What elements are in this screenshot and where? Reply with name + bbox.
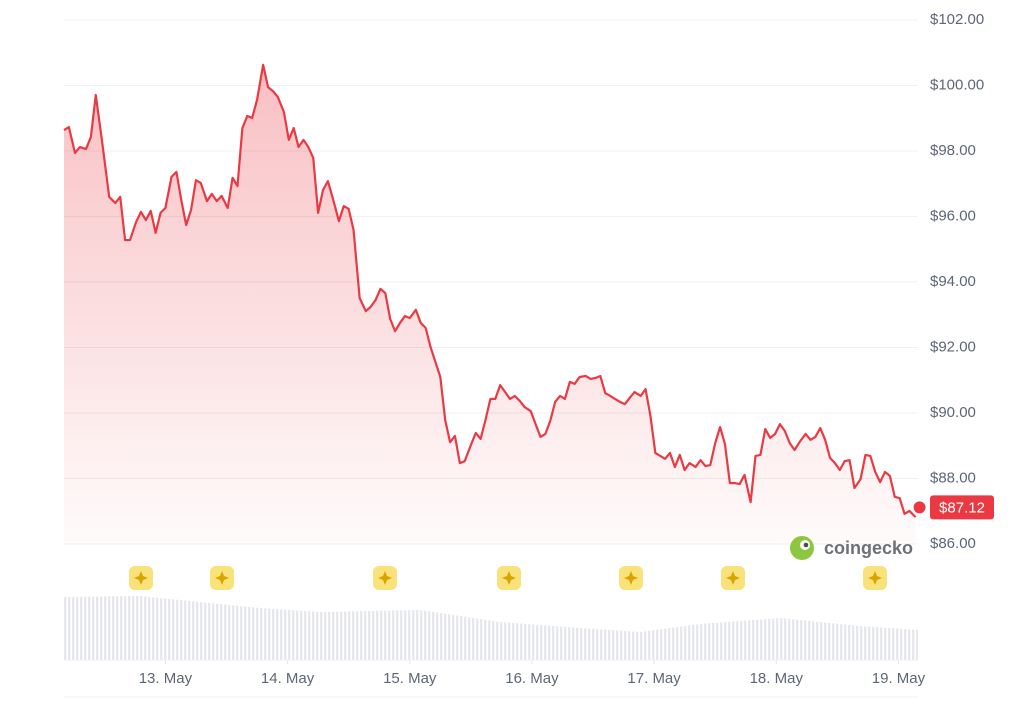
watermark-text: coingecko <box>824 538 913 558</box>
plot-area: $86.00 $88.00 $90.00 $92.00 $94.00 $96.00 $98.… <box>63 11 994 687</box>
y-tick-label: $92.00 <box>930 338 976 355</box>
x-tick-label: 18. May <box>750 670 804 687</box>
event-marker[interactable] <box>129 566 153 590</box>
current-price-label: $87.12 <box>939 499 985 516</box>
event-marker[interactable] <box>721 566 745 590</box>
logo-pupil <box>803 542 809 548</box>
event-marker[interactable] <box>863 566 887 590</box>
y-tick-label: $100.00 <box>930 76 984 93</box>
y-tick-label: $86.00 <box>930 535 976 552</box>
current-price-dot <box>913 501 926 514</box>
x-tick-label: 15. May <box>383 670 437 687</box>
price-line <box>63 63 917 518</box>
event-marker[interactable] <box>497 566 521 590</box>
event-markers <box>129 566 887 590</box>
y-tick-label: $98.00 <box>930 142 976 159</box>
x-tick-label: 13. May <box>139 670 193 687</box>
watermark: coingecko <box>790 536 913 560</box>
price-area <box>64 64 916 545</box>
y-tick-label: $94.00 <box>930 273 976 290</box>
volume-bars <box>64 596 918 660</box>
x-tick-label: 17. May <box>627 670 681 687</box>
event-marker[interactable] <box>373 566 397 590</box>
y-tick-label: $88.00 <box>930 469 976 486</box>
event-marker[interactable] <box>619 566 643 590</box>
current-price-badge <box>930 495 994 520</box>
y-tick-label: $96.00 <box>930 207 976 224</box>
x-tick-label: 19. May <box>872 670 926 687</box>
x-tick-label: 16. May <box>505 670 559 687</box>
event-marker[interactable] <box>210 566 234 590</box>
x-tick-label: 14. May <box>261 670 315 687</box>
y-tick-label: $102.00 <box>930 11 984 28</box>
y-tick-label: $90.00 <box>930 404 976 421</box>
